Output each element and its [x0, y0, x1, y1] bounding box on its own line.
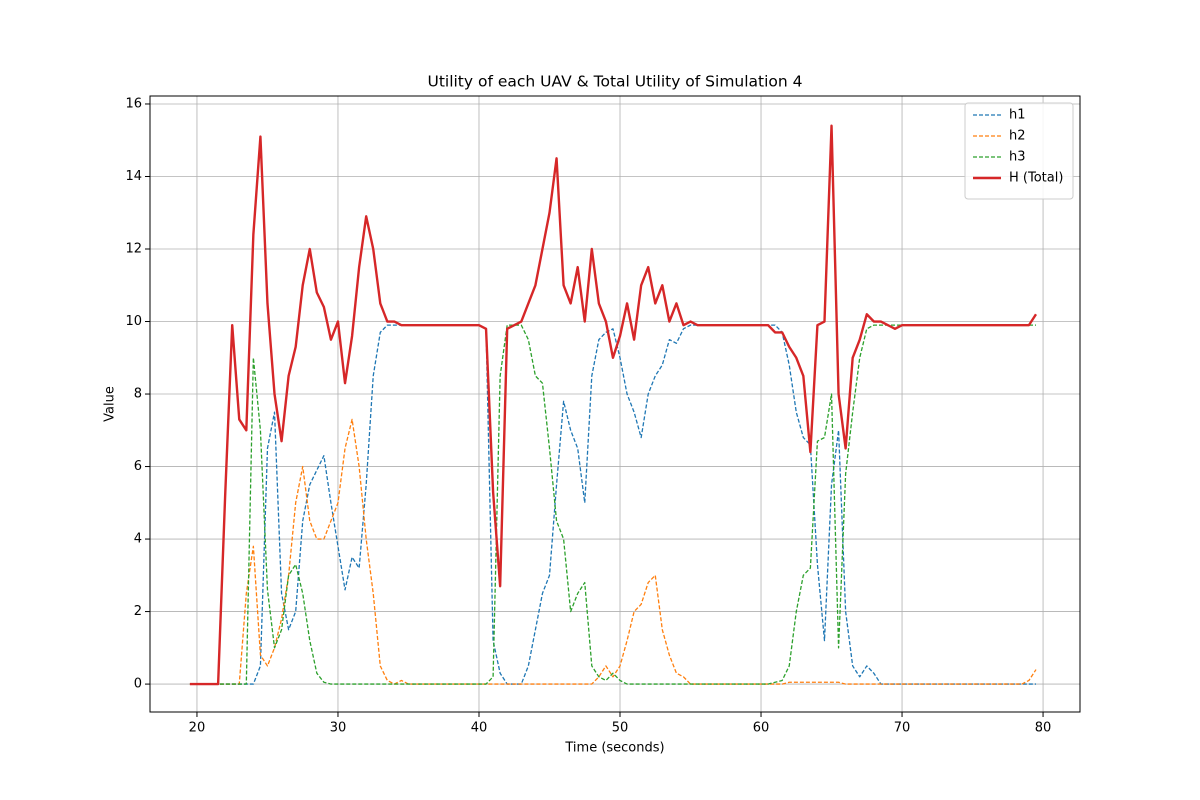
- line-series: [189, 124, 1038, 686]
- line-series: [189, 324, 1036, 685]
- legend: h1 h2 h3 H (Total): [964, 102, 1074, 200]
- chart-title: Utility of each UAV & Total Utility of S…: [427, 73, 802, 91]
- y-tick-label: 6: [134, 459, 142, 474]
- x-tick-label: 30: [330, 721, 347, 736]
- x-tick-label: 70: [894, 721, 911, 736]
- y-tick-label: 0: [134, 677, 142, 692]
- legend-box: [964, 102, 1074, 200]
- x-tick-label: 20: [189, 721, 206, 736]
- plot-frame: [149, 95, 1081, 713]
- y-tick-label: 12: [125, 242, 142, 257]
- legend-label: h2: [1009, 129, 1026, 144]
- y-tick-label: 16: [125, 96, 142, 111]
- line-series: [189, 324, 1036, 685]
- y-axis-label: Value: [103, 386, 118, 422]
- x-axis-label: Time (seconds): [564, 741, 664, 756]
- x-tick-label: 50: [612, 721, 629, 736]
- x-tick-label: 40: [471, 721, 488, 736]
- y-tick-label: 10: [125, 314, 142, 329]
- y-tick-label: 14: [125, 169, 142, 184]
- x-tick-label: 60: [753, 721, 770, 736]
- y-tick-label: 2: [134, 604, 142, 619]
- y-tick-label: 4: [134, 532, 142, 547]
- legend-label: h3: [1009, 150, 1026, 165]
- line-series: [189, 418, 1037, 685]
- x-tick-label: 80: [1035, 721, 1052, 736]
- legend-label: h1: [1009, 108, 1026, 123]
- y-tick-label: 8: [134, 387, 142, 402]
- legend-label: H (Total): [1009, 171, 1063, 186]
